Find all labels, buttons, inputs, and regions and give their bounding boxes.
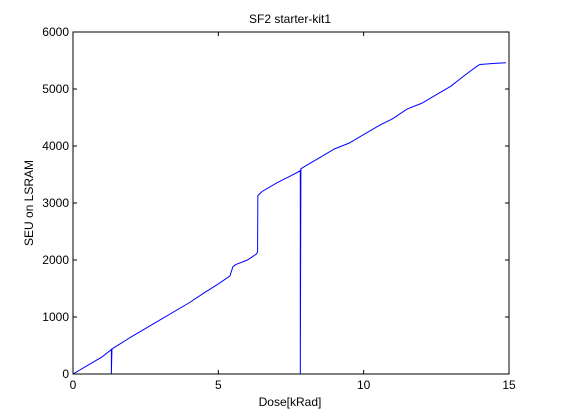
x-tick-label: 15 xyxy=(502,378,516,392)
x-tick-label: 10 xyxy=(357,378,371,392)
y-axis-title: SEU on LSRAM xyxy=(22,160,36,246)
x-axis-title: Dose[kRad] xyxy=(259,395,322,409)
chart-title: SF2 starter-kit1 xyxy=(249,12,331,26)
y-tick-label: 6000 xyxy=(42,25,69,39)
y-tick-label: 1000 xyxy=(42,310,69,324)
y-tick-label: 5000 xyxy=(42,82,69,96)
y-tick-label: 4000 xyxy=(42,139,69,153)
y-tick-label: 3000 xyxy=(42,196,69,210)
y-tick-label: 2000 xyxy=(42,253,69,267)
y-tick-label: 0 xyxy=(62,367,69,381)
x-tick-label: 0 xyxy=(70,378,77,392)
x-tick-label: 5 xyxy=(215,378,222,392)
plot-area xyxy=(73,32,509,374)
